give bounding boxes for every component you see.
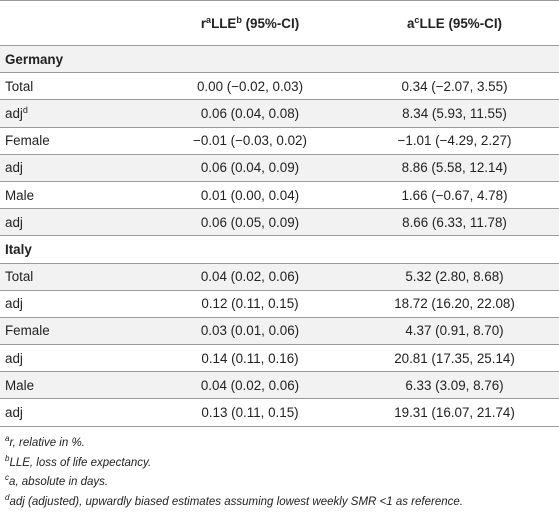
row-label: adjd xyxy=(0,100,150,127)
relative-lle-value: 0.14 (0.11, 0.16) xyxy=(201,350,299,366)
absolute-lle-value: 19.31 (16.07, 21.74) xyxy=(394,405,515,421)
absolute-lle-value: 8.34 (5.93, 11.55) xyxy=(402,105,507,121)
footnote-text: r, relative in %. xyxy=(9,437,85,449)
row-label-text: adj xyxy=(5,160,23,176)
row-label: adj xyxy=(0,154,150,181)
relative-lle-value: 0.03 (0.01, 0.06) xyxy=(200,323,300,339)
row-label-text: adj xyxy=(5,405,23,421)
relative-lle-value: 0.13 (0.11, 0.15) xyxy=(201,405,299,421)
table-row: Male 0.01 (0.00, 0.04) 1.66 (−0.67, 4.78) xyxy=(0,181,559,209)
table-row: adj 0.12 (0.11, 0.15) 18.72 (16.20, 22.08) xyxy=(0,290,559,318)
table-row: Female −0.01 (−0.03, 0.02) −1.01 (−4.29, 2… xyxy=(0,127,559,155)
table-row: adj 0.06 (0.05, 0.09) 8.66 (6.33, 11.78) xyxy=(0,208,559,236)
row-label-text: Total xyxy=(5,269,34,285)
footnote-text: a, absolute in days. xyxy=(9,476,109,488)
absolute-lle-value: 1.66 (−0.67, 4.78) xyxy=(401,187,508,203)
row-label-text: Female xyxy=(5,323,50,339)
row-label: Total xyxy=(0,263,150,290)
row-label-text: Male xyxy=(5,377,35,393)
relative-lle-value: 0.04 (0.02, 0.06) xyxy=(200,377,300,393)
section-header-row: Germany xyxy=(0,45,559,73)
row-label: adj xyxy=(0,345,150,372)
absolute-lle-value: 8.66 (6.33, 11.78) xyxy=(402,214,507,230)
row-label-text: adj xyxy=(5,105,23,121)
section-header-row: Italy xyxy=(0,235,559,263)
relative-lle-value: 0.04 (0.02, 0.06) xyxy=(200,269,300,285)
absolute-lle-value: 0.34 (−2.07, 3.55) xyxy=(401,78,508,94)
footnote: bLLE, loss of life expectancy. xyxy=(5,454,463,474)
footnote: dadj (adjusted), upwardly biased estimat… xyxy=(5,493,463,513)
absolute-lle-value: 4.37 (0.91, 8.70) xyxy=(405,323,504,339)
footnote-mark: d xyxy=(5,492,10,502)
section-title: Germany xyxy=(5,51,64,67)
footnote-mark: a xyxy=(5,434,10,443)
footnote: ar, relative in %. xyxy=(5,434,463,454)
table-body: Germany Total 0.00 (−0.02, 0.03) 0.34 (−2.0… xyxy=(0,45,559,427)
relative-lle-value: 0.12 (0.11, 0.15) xyxy=(201,296,299,312)
row-label: Total xyxy=(0,73,150,100)
relative-lle-value: 0.06 (0.05, 0.09) xyxy=(200,214,300,230)
lle-results-table: raLLEb (95%-CI) acLLE (95%-CI) Germany To… xyxy=(0,0,559,427)
relative-lle-value: 0.06 (0.04, 0.09) xyxy=(200,160,300,176)
row-label: adj xyxy=(0,399,150,426)
absolute-lle-value: −1.01 (−4.29, 2.27) xyxy=(397,133,512,149)
row-label: Male xyxy=(0,181,150,208)
relative-lle-value: 0.06 (0.04, 0.08) xyxy=(200,105,300,121)
table-row: Total 0.00 (−0.02, 0.03) 0.34 (−2.07, 3.55… xyxy=(0,72,559,100)
header-relative-lle: raLLEb (95%-CI) xyxy=(150,0,350,46)
row-label-text: Total xyxy=(5,78,34,94)
table-footnotes: ar, relative in %. bLLE, loss of life exp… xyxy=(5,434,463,512)
table-row: Male 0.04 (0.02, 0.06) 6.33 (3.09, 8.76) xyxy=(0,371,559,399)
table-row: Female 0.03 (0.01, 0.06) 4.37 (0.91, 8.70) xyxy=(0,317,559,345)
row-label: Female xyxy=(0,317,150,344)
relative-lle-value: 0.01 (0.00, 0.04) xyxy=(200,187,300,203)
footnote-text: adj (adjusted), upwardly biased estimate… xyxy=(9,495,463,508)
relative-lle-value: −0.01 (−0.03, 0.02) xyxy=(193,133,307,149)
row-label: Male xyxy=(0,372,150,399)
table-row: adj 0.14 (0.11, 0.16) 20.81 (17.35, 25.14) xyxy=(0,344,559,372)
row-label: adj xyxy=(0,209,150,236)
absolute-lle-value: 8.86 (5.58, 12.14) xyxy=(401,160,508,176)
table-row: adj 0.13 (0.11, 0.15) 19.31 (16.07, 21.74) xyxy=(0,398,559,427)
table-header-row: raLLEb (95%-CI) acLLE (95%-CI) xyxy=(0,0,559,46)
table-row: Total 0.04 (0.02, 0.06) 5.32 (2.80, 8.68) xyxy=(0,263,559,291)
footnote: ca, absolute in days. xyxy=(5,473,463,493)
row-label-text: adj xyxy=(5,350,23,366)
footnote-mark: c xyxy=(5,473,9,482)
row-label-text: adj xyxy=(5,296,23,312)
header-empty-cell xyxy=(0,0,150,46)
table-row: adj 0.06 (0.04, 0.09) 8.86 (5.58, 12.14) xyxy=(0,154,559,182)
absolute-lle-value: 6.33 (3.09, 8.76) xyxy=(405,377,504,393)
row-label: Female xyxy=(0,127,150,154)
absolute-lle-value: 5.32 (2.80, 8.68) xyxy=(405,269,504,285)
relative-lle-value: 0.00 (−0.02, 0.03) xyxy=(196,78,304,94)
row-label-text: Male xyxy=(5,187,35,203)
results-table-container: raLLEb (95%-CI) acLLE (95%-CI) Germany To… xyxy=(0,0,559,427)
row-label-text: adj xyxy=(5,214,23,230)
section-title: Italy xyxy=(5,241,32,257)
footnote-mark: b xyxy=(5,453,10,463)
footnote-text: LLE, loss of life expectancy. xyxy=(9,456,152,469)
row-label: adj xyxy=(0,290,150,317)
absolute-lle-value: 18.72 (16.20, 22.08) xyxy=(394,296,515,312)
row-label-text: Female xyxy=(5,133,50,149)
absolute-lle-value: 20.81 (17.35, 25.14) xyxy=(394,350,515,366)
header-absolute-lle: acLLE (95%-CI) xyxy=(350,0,559,46)
table-row: adjd 0.06 (0.04, 0.08) 8.34 (5.93, 11.55) xyxy=(0,99,559,128)
row-label-footnote-mark: d xyxy=(22,104,28,115)
